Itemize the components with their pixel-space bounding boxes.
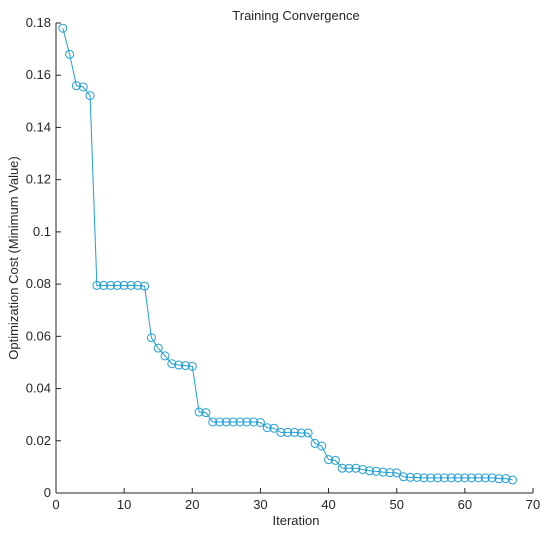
data-point xyxy=(71,81,81,91)
x-ticks: 0 10 20 30 40 50 60 70 xyxy=(52,488,540,512)
chart-title: Training Convergence xyxy=(232,8,359,23)
data-point xyxy=(378,467,388,477)
data-point xyxy=(92,280,102,290)
x-tick-label: 60 xyxy=(458,497,472,512)
series-line xyxy=(62,28,513,481)
y-tick-label: 0.04 xyxy=(26,381,51,396)
data-point xyxy=(385,468,395,478)
data-point xyxy=(473,473,483,483)
data-point xyxy=(58,23,68,33)
data-point xyxy=(358,465,368,474)
data-point xyxy=(180,361,190,371)
data-point xyxy=(290,427,299,437)
axes xyxy=(55,23,533,494)
data-point xyxy=(330,455,340,465)
data-point xyxy=(65,49,75,59)
y-tick-label: 0.02 xyxy=(26,433,51,448)
data-point xyxy=(112,280,122,290)
y-tick-label: 0.1 xyxy=(33,224,51,239)
y-tick-label: 0 xyxy=(44,485,51,500)
data-point xyxy=(460,473,470,483)
plot-area xyxy=(56,23,533,493)
data-point xyxy=(174,360,184,370)
y-tick-label: 0.16 xyxy=(26,67,51,82)
y-tick-label: 0.08 xyxy=(26,276,51,291)
data-point xyxy=(405,472,415,482)
data-point xyxy=(317,441,327,451)
data-point xyxy=(480,473,490,483)
data-point xyxy=(296,428,306,438)
data-point xyxy=(276,427,286,437)
data-point xyxy=(235,417,245,427)
data-point xyxy=(269,423,279,433)
series-markers xyxy=(58,23,518,485)
data-point xyxy=(433,473,443,483)
x-tick-label: 40 xyxy=(321,497,335,512)
data-point xyxy=(419,473,429,483)
data-point xyxy=(426,473,436,483)
data-point xyxy=(106,280,116,290)
data-point xyxy=(242,417,252,427)
data-point xyxy=(78,82,88,92)
y-ticks: 0 0.02 0.04 0.06 0.08 0.1 0.12 0.14 0.16 0.18 xyxy=(26,15,61,500)
x-tick-label: 0 xyxy=(52,497,59,512)
y-tick-label: 0.12 xyxy=(26,172,51,187)
data-point xyxy=(215,417,225,427)
data-point xyxy=(208,417,218,427)
x-tick-label: 30 xyxy=(253,497,267,512)
data-point xyxy=(228,417,238,427)
data-point xyxy=(439,473,449,483)
data-point xyxy=(160,351,170,361)
data-point xyxy=(140,281,150,291)
data-point xyxy=(221,417,231,427)
data-point xyxy=(508,475,518,485)
data-point xyxy=(412,472,422,482)
data-point xyxy=(85,91,95,101)
y-tick-label: 0.14 xyxy=(26,119,51,134)
x-tick-label: 20 xyxy=(185,497,199,512)
data-point xyxy=(262,423,272,433)
data-point xyxy=(119,280,129,290)
data-point xyxy=(146,333,156,343)
data-point xyxy=(99,280,109,290)
data-point xyxy=(126,280,136,290)
data-point xyxy=(494,474,504,484)
x-tick-label: 70 xyxy=(526,497,540,512)
data-point xyxy=(487,473,497,483)
data-point xyxy=(337,463,347,473)
data-point xyxy=(446,473,456,483)
y-tick-label: 0.06 xyxy=(26,328,51,343)
data-point xyxy=(194,407,204,417)
data-point xyxy=(283,427,293,437)
x-tick-label: 10 xyxy=(117,497,131,512)
data-point xyxy=(351,463,361,473)
data-point xyxy=(201,408,211,418)
data-point xyxy=(133,280,143,290)
x-axis-title: Iteration xyxy=(273,513,320,528)
data-point xyxy=(371,466,381,476)
data-point xyxy=(303,428,313,438)
data-point xyxy=(249,417,259,427)
data-point xyxy=(453,473,463,483)
data-point xyxy=(392,468,402,478)
data-point xyxy=(344,463,354,473)
x-tick-label: 50 xyxy=(389,497,403,512)
data-point xyxy=(501,474,511,484)
y-tick-label: 0.18 xyxy=(26,15,51,30)
data-point xyxy=(399,472,409,482)
data-point xyxy=(153,343,163,353)
data-point xyxy=(187,361,197,371)
y-axis-title: Optimization Cost (Minimum Value) xyxy=(6,156,21,359)
data-point xyxy=(167,359,177,369)
data-point xyxy=(324,455,334,465)
data-point xyxy=(467,473,477,483)
data-point xyxy=(255,418,265,427)
data-point xyxy=(364,466,374,476)
